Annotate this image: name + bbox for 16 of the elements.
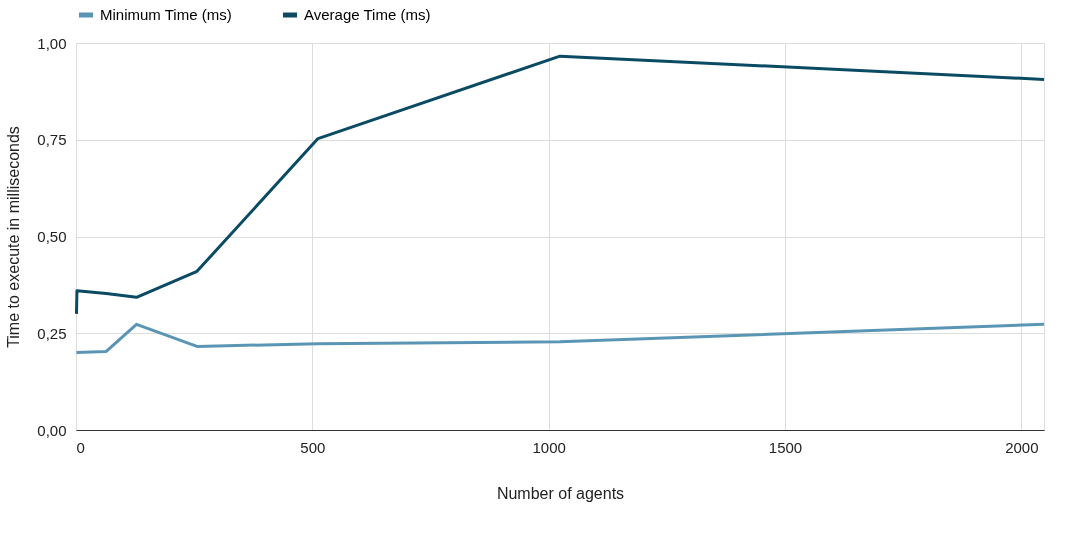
y-tick-label: 1,00 bbox=[37, 34, 67, 52]
y-tick-label: 0,75 bbox=[37, 131, 67, 149]
y-axis-title: Time to execute in milliseconds bbox=[5, 126, 23, 348]
x-tick-label: 0 bbox=[76, 438, 85, 456]
x-tick-label: 1500 bbox=[768, 438, 803, 456]
line-series bbox=[74, 322, 1046, 355]
y-tick-label: 0,00 bbox=[37, 421, 67, 439]
legend-label: Minimum Time (ms) bbox=[100, 6, 232, 23]
line-series bbox=[74, 54, 1046, 316]
x-tick-label: 1000 bbox=[532, 438, 566, 456]
y-tick-label: 0,50 bbox=[37, 228, 67, 245]
x-tick-label: 500 bbox=[300, 438, 326, 456]
legend-label: Average Time (ms) bbox=[304, 6, 431, 23]
x-axis-title: Number of agents bbox=[496, 484, 625, 502]
x-tick-label: 2000 bbox=[1005, 438, 1039, 456]
y-tick-label: 0,25 bbox=[37, 324, 67, 342]
